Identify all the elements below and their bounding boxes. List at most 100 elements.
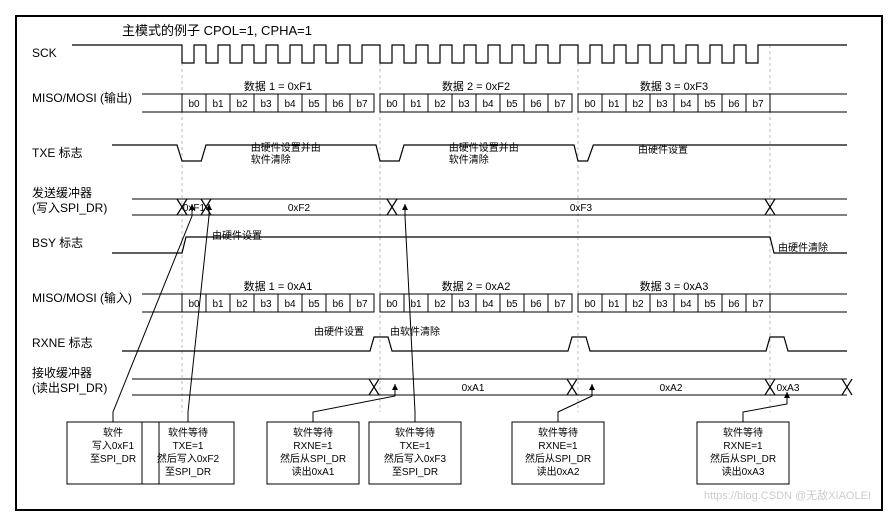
svg-text:TXE=1: TXE=1 xyxy=(400,441,431,452)
svg-text:主模式的例子 CPOL=1, CPHA=1: 主模式的例子 CPOL=1, CPHA=1 xyxy=(122,23,312,38)
svg-text:RXNE=1: RXNE=1 xyxy=(538,441,578,452)
svg-text:b1: b1 xyxy=(608,299,620,310)
svg-text:然后从SPI_DR: 然后从SPI_DR xyxy=(280,452,346,465)
svg-text:b2: b2 xyxy=(434,99,446,110)
svg-text:b0: b0 xyxy=(386,299,398,310)
svg-text:由硬件设置并由软件清除: 由硬件设置并由软件清除 xyxy=(251,141,321,166)
svg-text:数据 2 = 0xF2: 数据 2 = 0xF2 xyxy=(442,79,510,93)
svg-text:b4: b4 xyxy=(482,99,494,110)
svg-text:读出0xA1: 读出0xA1 xyxy=(292,465,335,478)
svg-text:b4: b4 xyxy=(284,99,296,110)
svg-text:然后从SPI_DR: 然后从SPI_DR xyxy=(525,452,591,465)
svg-text:至SPI_DR: 至SPI_DR xyxy=(392,466,438,478)
svg-text:软件等待: 软件等待 xyxy=(538,426,578,439)
svg-text:b0: b0 xyxy=(584,99,596,110)
svg-text:b1: b1 xyxy=(212,99,224,110)
svg-text:b3: b3 xyxy=(458,99,470,110)
svg-text:TXE=1: TXE=1 xyxy=(173,441,204,452)
svg-text:数据 3 = 0xF3: 数据 3 = 0xF3 xyxy=(640,79,708,93)
svg-text:数据 3 = 0xA3: 数据 3 = 0xA3 xyxy=(640,279,709,293)
svg-text:b2: b2 xyxy=(236,99,248,110)
svg-text:由硬件设置: 由硬件设置 xyxy=(212,229,262,242)
svg-text:b1: b1 xyxy=(608,99,620,110)
svg-text:b7: b7 xyxy=(554,99,566,110)
svg-text:b2: b2 xyxy=(632,299,644,310)
svg-text:RXNE 标志: RXNE 标志 xyxy=(32,336,93,350)
svg-text:然后写入0xF2: 然后写入0xF2 xyxy=(157,452,220,465)
svg-text:b2: b2 xyxy=(434,299,446,310)
svg-text:发送缓冲器: 发送缓冲器 xyxy=(32,185,92,200)
svg-text:写入0xF1: 写入0xF1 xyxy=(92,440,135,452)
svg-text:b3: b3 xyxy=(458,299,470,310)
svg-text:至SPI_DR: 至SPI_DR xyxy=(165,466,211,478)
svg-text:b0: b0 xyxy=(584,299,596,310)
svg-text:0xF1: 0xF1 xyxy=(183,203,206,214)
svg-text:b7: b7 xyxy=(752,99,764,110)
svg-text:b1: b1 xyxy=(410,299,422,310)
svg-text:b6: b6 xyxy=(332,99,344,110)
svg-text:b1: b1 xyxy=(212,299,224,310)
svg-text:RXNE=1: RXNE=1 xyxy=(293,441,333,452)
svg-text:0xF3: 0xF3 xyxy=(570,203,593,214)
svg-text:b5: b5 xyxy=(506,99,518,110)
svg-text:MISO/MOSI (输入): MISO/MOSI (输入) xyxy=(32,290,132,305)
svg-text:0xF2: 0xF2 xyxy=(288,203,311,214)
svg-text:由软件清除: 由软件清除 xyxy=(390,325,440,338)
svg-text:b3: b3 xyxy=(260,299,272,310)
svg-text:b6: b6 xyxy=(530,99,542,110)
svg-text:b7: b7 xyxy=(356,299,368,310)
watermark-text: https://blog.CSDN @无敌XIAOLEI xyxy=(704,487,871,503)
svg-text:b4: b4 xyxy=(284,299,296,310)
svg-text:0xA2: 0xA2 xyxy=(660,383,683,394)
svg-text:b3: b3 xyxy=(260,99,272,110)
svg-text:b5: b5 xyxy=(506,299,518,310)
svg-text:数据 2 = 0xA2: 数据 2 = 0xA2 xyxy=(442,279,511,293)
svg-text:至SPI_DR: 至SPI_DR xyxy=(90,453,136,465)
svg-text:b4: b4 xyxy=(680,299,692,310)
svg-text:RXNE=1: RXNE=1 xyxy=(723,441,763,452)
svg-text:(读出SPI_DR): (读出SPI_DR) xyxy=(32,381,107,395)
svg-text:数据 1 = 0xA1: 数据 1 = 0xA1 xyxy=(244,279,313,293)
svg-text:然后从SPI_DR: 然后从SPI_DR xyxy=(710,452,776,465)
svg-text:b0: b0 xyxy=(188,99,200,110)
svg-text:接收缓冲器: 接收缓冲器 xyxy=(32,365,92,380)
svg-text:b0: b0 xyxy=(386,99,398,110)
svg-text:b2: b2 xyxy=(632,99,644,110)
svg-text:b7: b7 xyxy=(752,299,764,310)
svg-text:MISO/MOSI (输出): MISO/MOSI (输出) xyxy=(32,90,132,105)
svg-text:b6: b6 xyxy=(728,99,740,110)
svg-text:然后写入0xF3: 然后写入0xF3 xyxy=(384,452,447,465)
svg-text:由硬件清除: 由硬件清除 xyxy=(778,241,828,254)
svg-text:(写入SPI_DR): (写入SPI_DR) xyxy=(32,201,107,215)
svg-text:由硬件设置: 由硬件设置 xyxy=(314,325,364,338)
svg-text:b6: b6 xyxy=(530,299,542,310)
svg-text:b5: b5 xyxy=(704,99,716,110)
svg-text:0xA3: 0xA3 xyxy=(777,383,800,394)
svg-text:TXE 标志: TXE 标志 xyxy=(32,146,83,160)
svg-text:软件等待: 软件等待 xyxy=(723,426,763,439)
svg-text:由硬件设置并由软件清除: 由硬件设置并由软件清除 xyxy=(449,141,519,166)
svg-text:b5: b5 xyxy=(308,99,320,110)
spi-timing-diagram: 主模式的例子 CPOL=1, CPHA=1 SCK MISO/MOSI (输出) TX… xyxy=(15,15,883,511)
svg-text:软件等待: 软件等待 xyxy=(168,426,208,439)
svg-text:b4: b4 xyxy=(680,99,692,110)
svg-text:软件等待: 软件等待 xyxy=(293,426,333,439)
svg-text:SCK: SCK xyxy=(32,46,57,60)
svg-text:软件: 软件 xyxy=(103,426,123,439)
svg-text:b7: b7 xyxy=(356,99,368,110)
svg-text:b2: b2 xyxy=(236,299,248,310)
svg-text:BSY 标志: BSY 标志 xyxy=(32,236,83,250)
svg-text:b5: b5 xyxy=(308,299,320,310)
svg-text:b5: b5 xyxy=(704,299,716,310)
svg-text:b3: b3 xyxy=(656,299,668,310)
svg-text:b6: b6 xyxy=(728,299,740,310)
svg-text:b6: b6 xyxy=(332,299,344,310)
svg-text:读出0xA2: 读出0xA2 xyxy=(537,465,580,478)
svg-text:软件等待: 软件等待 xyxy=(395,426,435,439)
svg-text:b7: b7 xyxy=(554,299,566,310)
svg-text:b0: b0 xyxy=(188,299,200,310)
svg-text:b1: b1 xyxy=(410,99,422,110)
svg-text:b3: b3 xyxy=(656,99,668,110)
svg-text:数据 1 = 0xF1: 数据 1 = 0xF1 xyxy=(244,79,312,93)
svg-text:读出0xA3: 读出0xA3 xyxy=(722,465,765,478)
